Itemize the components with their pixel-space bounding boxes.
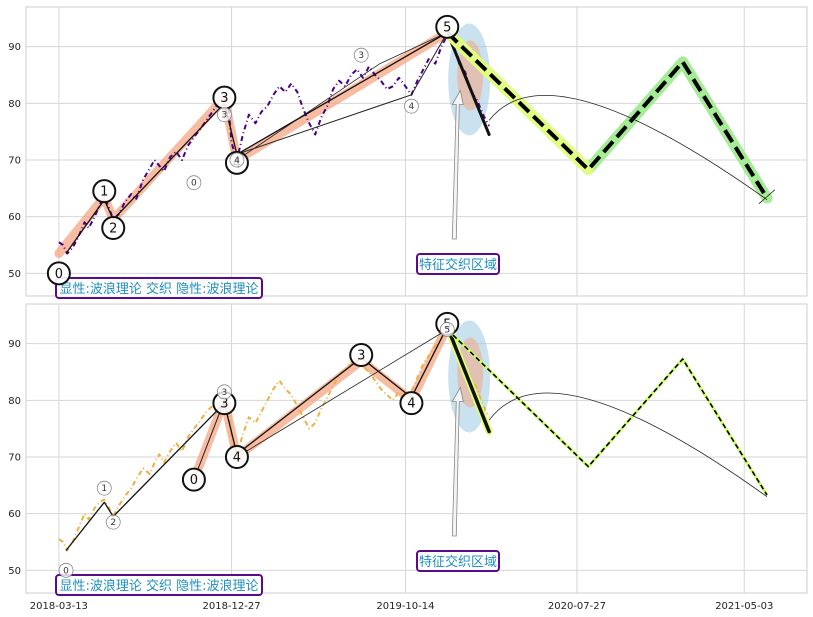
wave-last-leg-bg [445, 31, 491, 136]
wave-label: 4 [233, 451, 241, 466]
wave-label: 4 [409, 102, 415, 112]
zone-ellipse-inner [457, 337, 484, 408]
x-tick-label: 2020-07-27 [548, 601, 606, 612]
wave-label-circle [349, 343, 374, 367]
pattern-label: 显性:波浪理论 交织 隐性:波浪理论 [59, 578, 258, 594]
y-tick-label: 50 [8, 566, 21, 577]
pattern-label: 显性:波浪理论 交织 隐性:波浪理论 [59, 281, 258, 297]
y-tick-label: 60 [8, 212, 21, 223]
y-tick-label: 70 [8, 453, 21, 464]
pattern-box [55, 277, 263, 299]
x-tick-label: 2021-05-03 [715, 601, 773, 612]
wave-label-circle [439, 322, 455, 337]
wave-label-circle [181, 467, 206, 492]
annotation-arrow [451, 386, 464, 537]
wave-label: 4 [234, 156, 240, 166]
wave-label-circle [353, 47, 369, 63]
wave-label-circle [58, 562, 74, 578]
wave-label-circle [186, 175, 202, 191]
wave-label: 1 [100, 185, 108, 200]
side-line [236, 32, 448, 155]
price-series [58, 34, 490, 255]
wave-label: 3 [358, 51, 364, 61]
plot-area [25, 303, 808, 594]
y-tick-label: 60 [8, 509, 21, 520]
wave-label: 0 [190, 473, 198, 488]
wave-label: 0 [191, 179, 197, 189]
trend-line [236, 32, 448, 161]
wave-label-circle [92, 179, 117, 204]
wave-label: 3 [222, 111, 228, 121]
forecast-arc [488, 392, 768, 497]
projection-line [445, 31, 769, 200]
wave-label: 0 [63, 566, 69, 576]
wave-label-circle [216, 384, 232, 400]
y-tick-label: 90 [8, 42, 21, 53]
arc-end-tick [758, 189, 776, 204]
wave-label: 1 [101, 484, 107, 494]
wave-label-circle [96, 480, 112, 496]
wave-label-circle [101, 216, 126, 240]
y-tick-label: 80 [8, 99, 21, 110]
wave-label: 3 [220, 397, 228, 412]
wave-label-circle [216, 107, 232, 123]
y-tick-label: 80 [8, 396, 21, 407]
wave-label-circle [46, 261, 71, 286]
wave-label: 0 [55, 267, 63, 282]
y-tick-label: 50 [8, 269, 21, 280]
x-tick-label: 2018-03-13 [30, 601, 88, 612]
wave-label: 4 [407, 397, 415, 412]
wave-label: 5 [444, 326, 450, 336]
trend-line [236, 329, 448, 458]
x-tick-label: 2018-12-27 [202, 601, 260, 612]
pattern-box [55, 574, 263, 596]
wave-label-circle [435, 14, 460, 39]
wave-label: 3 [357, 349, 365, 364]
wave-label: 3 [222, 388, 228, 398]
annotation-box [416, 550, 500, 572]
y-tick-label: 70 [8, 156, 21, 167]
wave-label-circle [105, 514, 121, 530]
y-tick-label: 90 [8, 339, 21, 350]
wave-label: 2 [109, 222, 117, 237]
wave-label-circle [399, 391, 424, 416]
annotation-box [416, 253, 500, 275]
x-tick-label: 2019-10-14 [376, 601, 434, 612]
wave-label-circle [224, 445, 249, 469]
annotation-label: 特征交织区域 [419, 257, 497, 273]
wave-label: 5 [443, 20, 451, 35]
wave-label: 2 [110, 518, 116, 528]
forecast-arc [488, 95, 768, 200]
wave-label-circle [404, 98, 419, 114]
annotation-arrow [451, 89, 464, 240]
annotation-label: 特征交织区域 [419, 554, 497, 570]
wave-last-leg [445, 324, 491, 434]
wave-label: 3 [220, 91, 228, 106]
wave-label-circle [229, 152, 245, 168]
